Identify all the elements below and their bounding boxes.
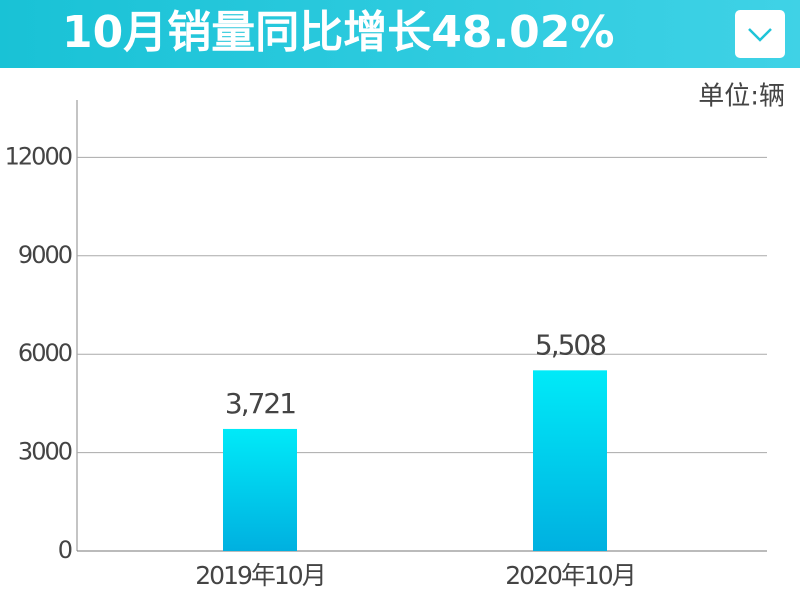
dropdown-box[interactable] xyxy=(735,10,785,58)
y-tick-label: 12000 xyxy=(5,142,72,170)
bar xyxy=(223,428,297,551)
y-tick-label: 0 xyxy=(58,536,72,564)
y-tick-label: 3000 xyxy=(18,438,72,466)
bar xyxy=(533,370,607,551)
value-label: 3,721 xyxy=(225,387,295,420)
header-bar xyxy=(0,0,800,68)
y-tick-label: 9000 xyxy=(18,241,72,269)
dropdown-button[interactable] xyxy=(735,10,785,58)
y-tick-label: 6000 xyxy=(18,339,72,367)
chevron-icon[interactable] xyxy=(748,28,772,42)
x-tick-label: 2020年10月 xyxy=(505,561,634,590)
chart-title: 10月销量同比增长48.02% xyxy=(62,7,615,58)
unit-label: 单位:辆 xyxy=(698,82,785,112)
value-label: 5,508 xyxy=(535,328,605,361)
x-tick-label: 2019年10月 xyxy=(195,561,324,590)
